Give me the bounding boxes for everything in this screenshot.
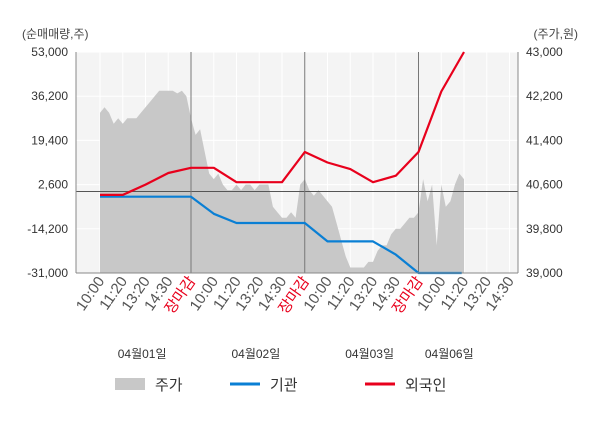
right-axis-unit: (주가,원) [534,27,578,41]
right-tick-label: 40,600 [526,178,563,192]
legend-label: 주가 [155,377,183,394]
left-tick-label: 19,400 [31,133,68,147]
left-tick-label: 53,000 [31,45,68,59]
right-tick-label: 39,000 [526,266,563,280]
right-tick-label: 41,400 [526,133,563,147]
left-tick-label: 2,600 [38,178,68,192]
date-label: 04월06일 [425,347,474,361]
legend-label: 외국인 [405,377,446,394]
legend-label: 기관 [270,377,298,394]
date-label: 04월01일 [118,347,167,361]
right-tick-label: 39,800 [526,222,563,236]
right-tick-label: 42,200 [526,89,563,103]
right-tick-label: 43,000 [526,45,563,59]
institution-line [100,195,462,275]
date-label: 04월02일 [231,347,280,361]
left-tick-label: -31,000 [27,266,68,280]
left-axis-unit: (순매매량,주) [22,27,89,41]
legend-swatch-price [115,378,145,390]
foreign-line [100,51,465,196]
legend: 주가 기관 외국인 [115,377,446,394]
left-tick-label: -14,200 [27,222,68,236]
date-label: 04월03일 [345,347,394,361]
plot-area: 53,000 36,200 19,400 2,600 -14,200 -31,000 43,… [27,45,563,361]
left-tick-label: 36,200 [31,89,68,103]
